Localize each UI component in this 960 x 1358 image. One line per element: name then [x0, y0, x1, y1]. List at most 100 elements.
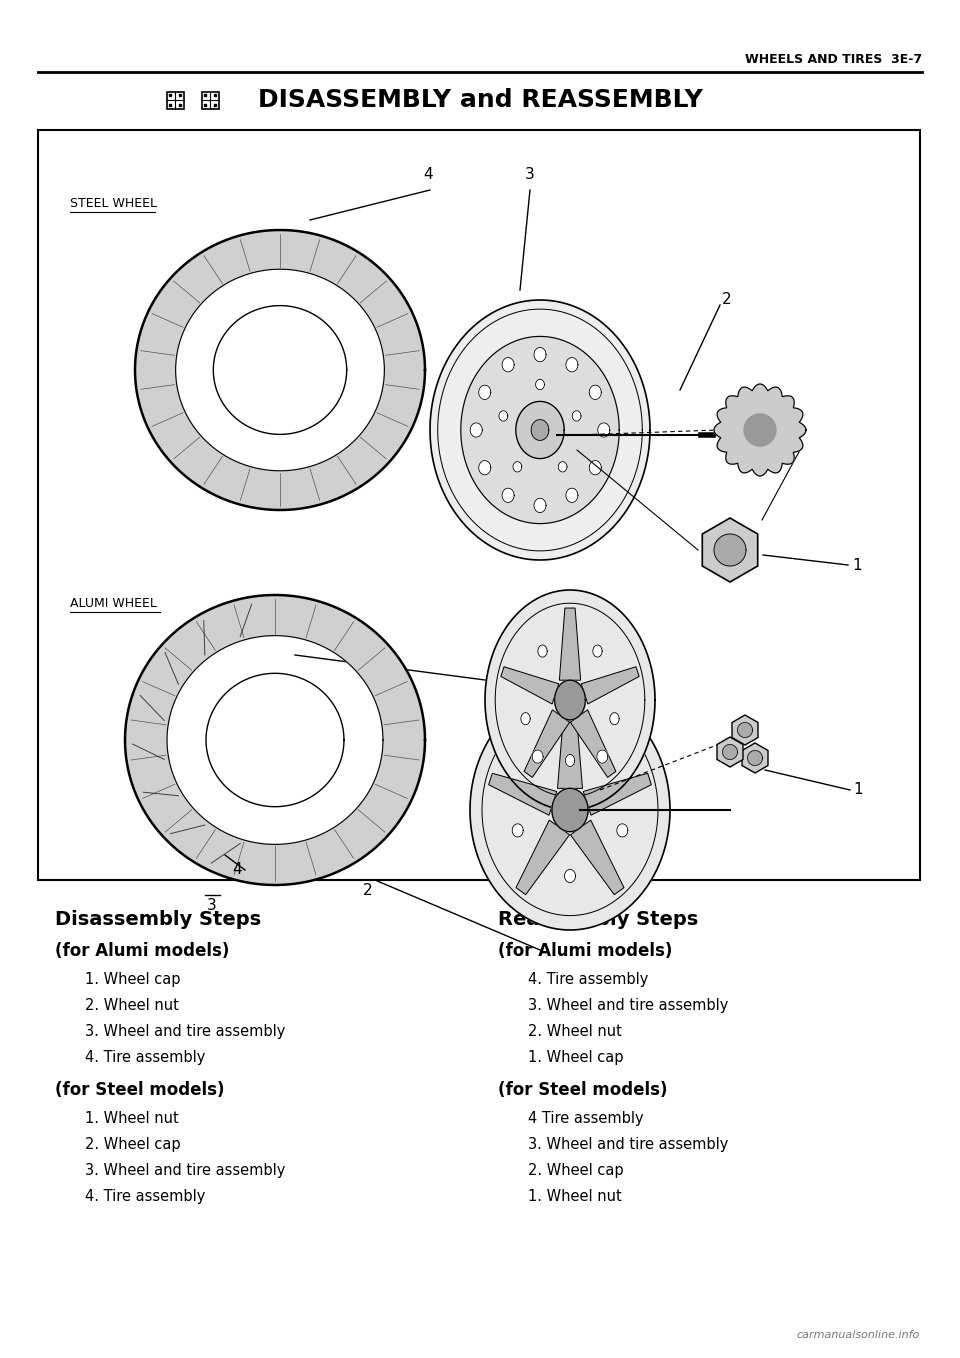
Text: STEEL WHEEL: STEEL WHEEL	[70, 197, 157, 210]
Polygon shape	[552, 789, 588, 831]
Polygon shape	[516, 820, 569, 895]
Polygon shape	[748, 751, 762, 766]
Text: 2. Wheel nut: 2. Wheel nut	[85, 998, 179, 1013]
Polygon shape	[593, 645, 602, 657]
Polygon shape	[532, 750, 543, 763]
Text: 4: 4	[232, 862, 242, 877]
Polygon shape	[589, 460, 601, 475]
Text: (for Steel models): (for Steel models)	[498, 1081, 667, 1099]
Polygon shape	[489, 773, 557, 815]
Text: 3. Wheel and tire assembly: 3. Wheel and tire assembly	[528, 998, 729, 1013]
Text: 3: 3	[207, 898, 217, 913]
Text: 2. Wheel nut: 2. Wheel nut	[528, 1024, 622, 1039]
Text: Reassembly Steps: Reassembly Steps	[498, 910, 698, 929]
Polygon shape	[744, 414, 776, 445]
Text: 1. Wheel cap: 1. Wheel cap	[85, 972, 180, 987]
Polygon shape	[125, 595, 425, 885]
Text: 2. Wheel cap: 2. Wheel cap	[528, 1162, 624, 1177]
Polygon shape	[560, 608, 581, 680]
Polygon shape	[737, 722, 753, 737]
Polygon shape	[565, 357, 578, 372]
Polygon shape	[534, 348, 546, 361]
Polygon shape	[597, 750, 608, 763]
Polygon shape	[534, 498, 546, 512]
Polygon shape	[531, 420, 549, 440]
Polygon shape	[570, 820, 624, 895]
Polygon shape	[581, 667, 639, 703]
Polygon shape	[717, 737, 743, 767]
Text: Disassembly Steps: Disassembly Steps	[55, 910, 261, 929]
Text: (for Steel models): (for Steel models)	[55, 1081, 225, 1099]
Polygon shape	[499, 410, 508, 421]
Polygon shape	[479, 386, 491, 399]
Polygon shape	[732, 716, 758, 746]
Text: 4. Tire assembly: 4. Tire assembly	[85, 1190, 205, 1205]
Polygon shape	[617, 824, 628, 837]
Polygon shape	[461, 337, 619, 524]
Text: WHEELS AND TIRES  3E-7: WHEELS AND TIRES 3E-7	[745, 53, 922, 67]
Bar	[166, 91, 183, 109]
Polygon shape	[513, 824, 523, 837]
Text: 1. Wheel nut: 1. Wheel nut	[85, 1111, 179, 1126]
Polygon shape	[723, 744, 737, 759]
Polygon shape	[589, 386, 601, 399]
Polygon shape	[521, 713, 530, 725]
Polygon shape	[516, 402, 564, 459]
Text: 1. Wheel cap: 1. Wheel cap	[528, 1050, 623, 1065]
Polygon shape	[584, 773, 652, 815]
Polygon shape	[555, 680, 586, 720]
Polygon shape	[714, 384, 806, 477]
Polygon shape	[572, 410, 581, 421]
Bar	[38, 130, 920, 880]
Polygon shape	[213, 306, 347, 435]
Text: 3. Wheel and tire assembly: 3. Wheel and tire assembly	[85, 1024, 285, 1039]
Polygon shape	[565, 755, 575, 766]
Text: 2: 2	[722, 292, 732, 307]
Polygon shape	[570, 710, 616, 777]
Text: 4. Tire assembly: 4. Tire assembly	[85, 1050, 205, 1065]
Polygon shape	[430, 300, 650, 559]
Text: ALUMI WHEEL: ALUMI WHEEL	[70, 598, 156, 610]
Polygon shape	[555, 680, 586, 720]
Polygon shape	[598, 422, 610, 437]
Text: (for Alumi models): (for Alumi models)	[498, 942, 672, 960]
Text: (for Alumi models): (for Alumi models)	[55, 942, 229, 960]
Text: 4: 4	[423, 167, 433, 182]
Text: 3. Wheel and tire assembly: 3. Wheel and tire assembly	[85, 1162, 285, 1177]
Polygon shape	[565, 488, 578, 502]
Text: carmanualsonline.info: carmanualsonline.info	[797, 1329, 920, 1340]
Polygon shape	[558, 710, 583, 789]
Polygon shape	[479, 460, 491, 475]
Text: 4 Tire assembly: 4 Tire assembly	[528, 1111, 643, 1126]
Text: 1. Wheel nut: 1. Wheel nut	[528, 1190, 622, 1205]
Polygon shape	[524, 710, 569, 777]
Polygon shape	[564, 869, 575, 883]
Polygon shape	[538, 645, 547, 657]
Polygon shape	[502, 357, 515, 372]
Text: 3: 3	[525, 167, 535, 182]
Polygon shape	[125, 595, 425, 885]
Text: DISASSEMBLY and REASSEMBLY: DISASSEMBLY and REASSEMBLY	[257, 88, 703, 111]
Polygon shape	[470, 690, 670, 930]
Text: 4. Tire assembly: 4. Tire assembly	[528, 972, 648, 987]
Polygon shape	[552, 789, 588, 831]
Polygon shape	[135, 230, 425, 511]
Polygon shape	[485, 589, 655, 809]
Text: 1: 1	[853, 782, 863, 797]
Text: 2: 2	[362, 883, 372, 898]
Polygon shape	[206, 674, 344, 807]
Polygon shape	[742, 743, 768, 773]
Text: 2. Wheel cap: 2. Wheel cap	[85, 1137, 180, 1152]
Text: 3. Wheel and tire assembly: 3. Wheel and tire assembly	[528, 1137, 729, 1152]
Polygon shape	[501, 667, 559, 703]
Polygon shape	[714, 534, 746, 566]
Polygon shape	[502, 488, 515, 502]
Polygon shape	[135, 230, 425, 511]
Polygon shape	[703, 517, 757, 583]
Text: 1: 1	[852, 558, 862, 573]
Polygon shape	[470, 422, 482, 437]
Bar	[202, 91, 219, 109]
Polygon shape	[536, 379, 544, 390]
Polygon shape	[513, 462, 522, 473]
Polygon shape	[610, 713, 619, 725]
